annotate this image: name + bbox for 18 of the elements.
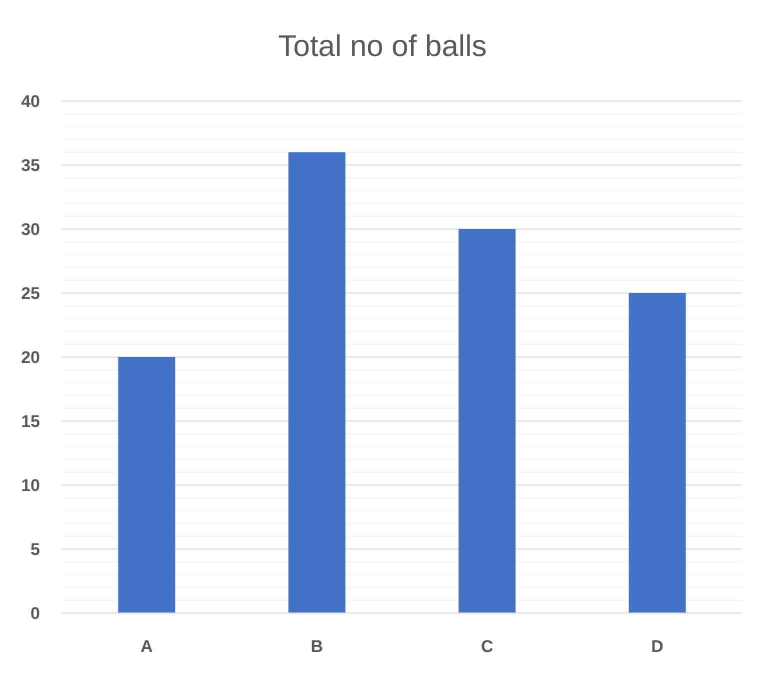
y-tick-label: 30 xyxy=(21,220,40,239)
bar xyxy=(458,229,516,613)
bar xyxy=(288,152,346,613)
bar xyxy=(118,357,176,613)
x-tick-label: D xyxy=(651,637,664,656)
x-tick-label: A xyxy=(140,637,153,656)
y-tick-label: 5 xyxy=(30,540,40,559)
y-tick-label: 10 xyxy=(21,476,40,495)
bar xyxy=(628,293,686,613)
x-tick-label: B xyxy=(310,637,324,656)
y-tick-label: 15 xyxy=(21,412,40,431)
y-tick-label: 20 xyxy=(21,348,40,367)
y-tick-label: 35 xyxy=(21,156,40,175)
x-tick-label: C xyxy=(480,637,494,656)
y-tick-label: 40 xyxy=(21,92,40,111)
y-tick-label: 25 xyxy=(21,284,40,303)
chart-title: Total no of balls xyxy=(278,30,487,63)
y-tick-label: 0 xyxy=(30,604,40,623)
